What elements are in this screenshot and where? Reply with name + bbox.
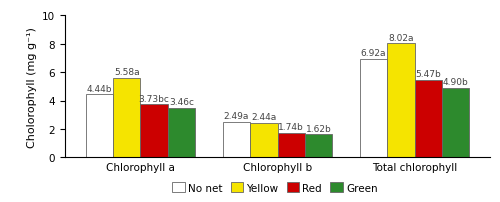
Text: 5.47b: 5.47b — [416, 69, 441, 79]
Text: 5.58a: 5.58a — [114, 68, 140, 77]
Text: 3.73bc: 3.73bc — [138, 94, 170, 103]
Text: 2.44a: 2.44a — [251, 112, 276, 121]
Text: 3.46c: 3.46c — [169, 98, 194, 107]
Legend: No net, Yellow, Red, Green: No net, Yellow, Red, Green — [168, 178, 382, 197]
Text: 1.62b: 1.62b — [306, 124, 332, 133]
Bar — [140, 105, 168, 158]
Bar — [222, 122, 250, 158]
Y-axis label: Cholorophyll (mg g⁻¹): Cholorophyll (mg g⁻¹) — [26, 27, 36, 147]
Text: 4.90b: 4.90b — [443, 78, 468, 87]
Text: 1.74b: 1.74b — [278, 122, 304, 131]
Text: 8.02a: 8.02a — [388, 34, 413, 42]
Text: 6.92a: 6.92a — [360, 49, 386, 58]
Text: 2.49a: 2.49a — [224, 112, 249, 121]
Bar — [414, 80, 442, 158]
Bar — [387, 44, 414, 158]
Bar — [305, 135, 332, 158]
Text: 4.44b: 4.44b — [86, 84, 112, 93]
Bar — [278, 133, 305, 158]
Bar — [250, 123, 278, 158]
Bar — [168, 109, 195, 158]
Bar — [360, 60, 387, 158]
Bar — [86, 95, 113, 158]
Bar — [442, 88, 469, 158]
Bar — [113, 79, 140, 158]
